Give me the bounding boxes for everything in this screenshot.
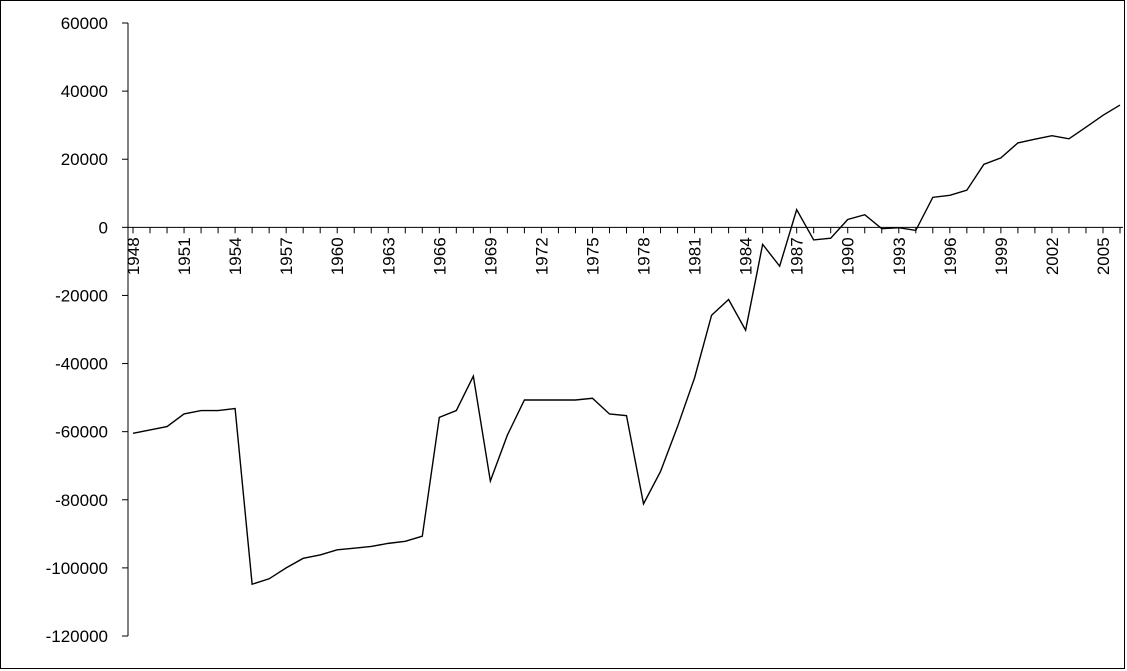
x-tick-label: 1960 [328,237,347,275]
series [132,104,1121,586]
x-tick-label: 1948 [124,237,143,275]
x-tick-label: 1963 [379,237,398,275]
x-tick-label: 1993 [890,237,909,275]
x-tick-label: 1969 [481,237,500,275]
x-tick-label: 1996 [941,237,960,275]
x-tick-label: 1999 [992,237,1011,275]
x-tick-label: 1972 [532,237,551,275]
y-tick-label: -20000 [55,286,108,305]
y-tick-label: -100000 [46,559,108,578]
x-tick-label: 1984 [737,237,756,275]
x-tick-label: 2005 [1094,237,1113,275]
y-tick-label: 20000 [61,150,108,169]
x-tick-label: 1951 [175,237,194,275]
y-tick-label: -60000 [55,423,108,442]
series-line [132,104,1121,586]
y-tick-label: 0 [99,218,108,237]
x-tick-label: 1987 [788,237,807,275]
y-tick-label: -120000 [46,627,108,646]
x-tick-label: 1978 [635,237,654,275]
x-tick-label: 1981 [686,237,705,275]
y-axis: 60000 40000 20000 0 -20000 -40000 -60000 -80000… [46,14,129,646]
x-tick-label: 1954 [226,237,245,275]
x-tick-label: 1957 [277,237,296,275]
x-axis: 1948 1951 1954 1957 1960 1963 1966 1969 1972 1975… [124,226,1123,275]
y-tick-label: 60000 [61,14,108,33]
y-tick-label: -80000 [55,491,108,510]
x-tick-label: 1990 [839,237,858,275]
y-tick-label: 40000 [61,82,108,101]
x-tick-label: 2002 [1043,237,1062,275]
y-tick-label: -40000 [55,355,108,374]
x-tick-label: 1966 [430,237,449,275]
x-tick-label: 1975 [583,237,602,275]
